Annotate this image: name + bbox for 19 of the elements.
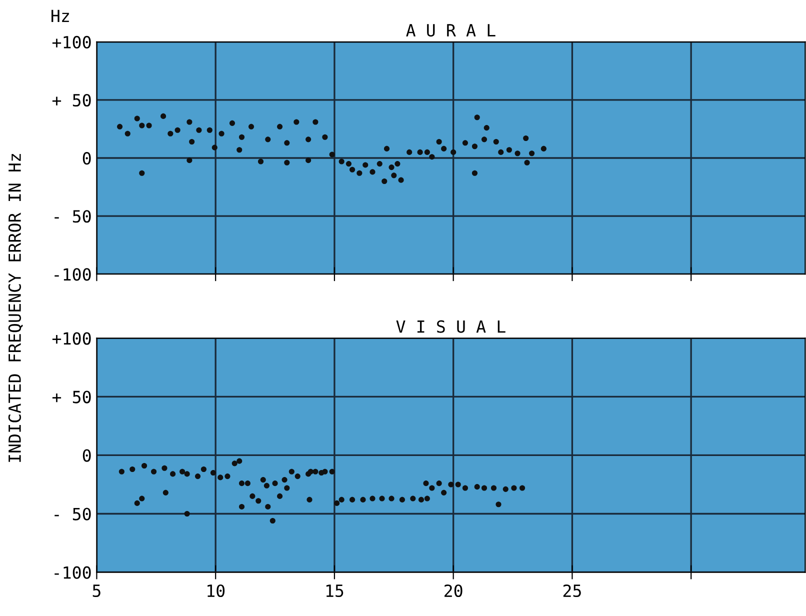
x-tick-label: 25	[563, 584, 581, 598]
x-tick-label: 20	[444, 584, 462, 598]
y-tick-label: 0	[82, 152, 91, 165]
y-tick-label: -100	[54, 566, 91, 579]
y-tick-label: - 50	[54, 508, 91, 520]
text: Hz	[52, 10, 69, 22]
x-tick-label: 10	[208, 584, 225, 598]
y-tick-label: + 50	[52, 94, 91, 107]
y-tick-label: - 50	[54, 210, 91, 223]
chart-title: V I S U A L	[396, 320, 506, 333]
y-tick-label: +100	[52, 36, 91, 48]
y-tick-label: 0	[82, 449, 91, 462]
y-tick-label: +100	[52, 332, 91, 345]
y-axis-title: INDICATED FREQUENCY ERROR IN Hz	[8, 154, 23, 462]
x-tick-label: 5	[92, 584, 100, 598]
x-tick-label: 15	[326, 584, 344, 598]
chart-title: A U R A L	[406, 24, 496, 37]
y-tick-label: -100	[54, 268, 91, 281]
y-tick-label: + 50	[52, 390, 91, 404]
